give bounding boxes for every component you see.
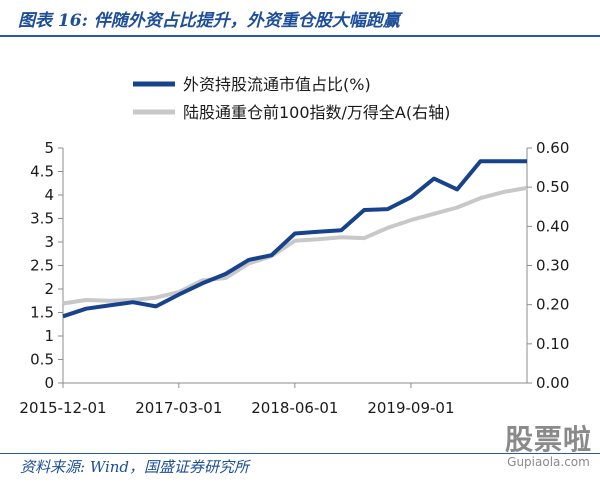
left-tick-label: 4.5 — [30, 163, 54, 181]
left-tick-label: 5 — [44, 139, 54, 157]
watermark-logo: 股票啦 Gupiaola.com — [504, 423, 592, 470]
left-tick-label: 2 — [44, 280, 54, 298]
x-tick-label: 2015-12-01 — [19, 399, 106, 417]
right-tick-label: 0.10 — [536, 335, 569, 353]
legend-label-index-ratio: 陆股通重仓前100指数/万得全A(右轴) — [183, 103, 450, 122]
x-tick-label: 2019-09-01 — [367, 399, 454, 417]
figure-title: 图表 16: 伴随外资占比提升，外资重仓股大幅跑赢 — [18, 11, 400, 31]
right-tick-label: 0.60 — [536, 139, 569, 157]
source-note: 资料来源: Wind，国盛证券研究所 — [20, 458, 250, 476]
watermark-text: 股票啦 — [504, 423, 592, 456]
left-tick-label: 3.5 — [30, 210, 54, 228]
right-tick-label: 0.50 — [536, 178, 569, 196]
right-tick-label: 0.30 — [536, 257, 569, 275]
series-line-foreign-share — [62, 159, 527, 319]
left-tick-label: 0 — [44, 374, 54, 392]
title-divider — [0, 35, 600, 37]
left-tick-label: 2.5 — [30, 257, 54, 275]
left-tick-label: 0.5 — [30, 351, 54, 369]
x-tick-label: 2017-03-01 — [135, 399, 222, 417]
left-tick-label: 3 — [44, 233, 54, 251]
left-tick-label: 4 — [44, 186, 54, 204]
right-tick-label: 0.40 — [536, 217, 569, 235]
left-tick-label: 1 — [44, 327, 54, 345]
right-tick-label: 0.00 — [536, 374, 569, 392]
watermark-url: Gupiaola.com — [507, 455, 590, 469]
source-divider — [0, 453, 600, 454]
legend-label-foreign-share: 外资持股流通市值占比(%) — [183, 75, 371, 94]
left-tick-label: 1.5 — [30, 304, 54, 322]
series-line-index-ratio — [62, 185, 528, 306]
right-tick-label: 0.20 — [536, 296, 569, 314]
x-tick-label: 2018-06-01 — [251, 399, 338, 417]
